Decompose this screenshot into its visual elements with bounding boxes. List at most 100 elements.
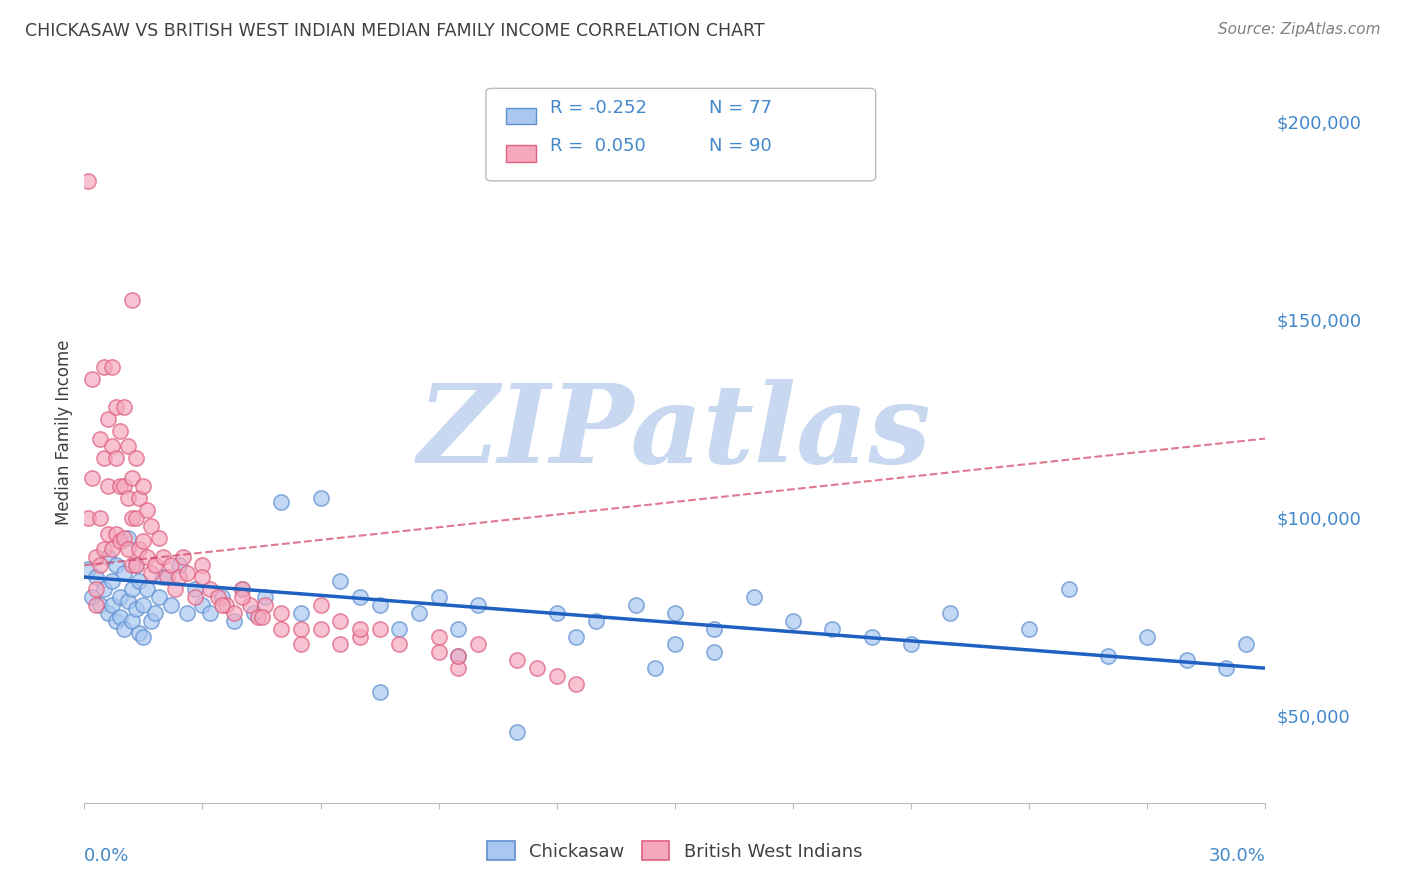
Point bbox=[231, 582, 253, 596]
Point bbox=[408, 606, 430, 620]
Point bbox=[585, 614, 607, 628]
Point bbox=[128, 542, 150, 557]
Point bbox=[152, 570, 174, 584]
Point bbox=[200, 582, 222, 596]
Point bbox=[270, 622, 292, 636]
Point bbox=[309, 598, 332, 612]
Point bbox=[128, 491, 150, 505]
Point bbox=[368, 685, 391, 699]
Point bbox=[89, 558, 111, 573]
Point bbox=[117, 440, 139, 454]
Text: 30.0%: 30.0% bbox=[1209, 847, 1265, 865]
Point bbox=[215, 598, 238, 612]
Point bbox=[900, 637, 922, 651]
Point bbox=[782, 614, 804, 628]
Point bbox=[467, 598, 489, 612]
Point bbox=[254, 598, 277, 612]
Point bbox=[97, 550, 120, 565]
Point bbox=[664, 637, 686, 651]
Point bbox=[427, 630, 450, 644]
Point bbox=[1018, 622, 1040, 636]
Point bbox=[167, 558, 190, 573]
Point bbox=[860, 630, 883, 644]
Point bbox=[309, 622, 332, 636]
Point bbox=[368, 622, 391, 636]
Point bbox=[101, 360, 124, 375]
Point bbox=[141, 614, 163, 628]
Point bbox=[163, 582, 186, 596]
Point bbox=[290, 622, 312, 636]
Point bbox=[84, 598, 107, 612]
Point bbox=[270, 495, 292, 509]
Point bbox=[121, 582, 143, 596]
Point bbox=[148, 590, 170, 604]
Point bbox=[1097, 649, 1119, 664]
Point bbox=[447, 649, 470, 664]
Point bbox=[290, 606, 312, 620]
Point bbox=[101, 598, 124, 612]
Point bbox=[191, 598, 214, 612]
Point bbox=[222, 606, 245, 620]
Point bbox=[117, 491, 139, 505]
Point bbox=[141, 566, 163, 581]
Point bbox=[703, 645, 725, 659]
Point bbox=[167, 570, 190, 584]
Point bbox=[309, 491, 332, 505]
Point bbox=[200, 606, 222, 620]
Point bbox=[82, 372, 104, 386]
Point bbox=[82, 471, 104, 485]
Point bbox=[211, 590, 233, 604]
Point bbox=[191, 558, 214, 573]
Point bbox=[506, 724, 529, 739]
Point bbox=[143, 558, 166, 573]
Point bbox=[447, 622, 470, 636]
Point bbox=[211, 598, 233, 612]
Text: ZIPatlas: ZIPatlas bbox=[418, 379, 932, 486]
Point bbox=[132, 534, 155, 549]
Point bbox=[703, 622, 725, 636]
Point bbox=[93, 451, 115, 466]
Point bbox=[124, 558, 146, 573]
Point bbox=[108, 534, 131, 549]
Point bbox=[388, 622, 411, 636]
Point bbox=[112, 622, 135, 636]
Point bbox=[526, 661, 548, 675]
Point bbox=[644, 661, 666, 675]
Point bbox=[132, 598, 155, 612]
Point bbox=[270, 606, 292, 620]
Text: R =  0.050: R = 0.050 bbox=[550, 136, 645, 154]
Text: 0.0%: 0.0% bbox=[84, 847, 129, 865]
Point bbox=[136, 550, 159, 565]
Point bbox=[152, 550, 174, 565]
Point bbox=[77, 174, 100, 188]
Point bbox=[77, 562, 100, 576]
Point bbox=[101, 542, 124, 557]
Point bbox=[112, 479, 135, 493]
Point bbox=[104, 526, 127, 541]
Point bbox=[89, 510, 111, 524]
Point bbox=[89, 432, 111, 446]
Point bbox=[148, 531, 170, 545]
Bar bbox=[506, 145, 536, 161]
Point bbox=[132, 630, 155, 644]
Text: N = 90: N = 90 bbox=[709, 136, 772, 154]
Point bbox=[143, 606, 166, 620]
Point bbox=[132, 479, 155, 493]
Point bbox=[128, 625, 150, 640]
Point bbox=[183, 582, 205, 596]
Point bbox=[176, 566, 198, 581]
Point bbox=[97, 479, 120, 493]
Point bbox=[231, 590, 253, 604]
Point bbox=[112, 566, 135, 581]
Point bbox=[329, 574, 352, 588]
Text: R = -0.252: R = -0.252 bbox=[550, 99, 647, 117]
Text: N = 77: N = 77 bbox=[709, 99, 772, 117]
Point bbox=[101, 440, 124, 454]
Point bbox=[124, 558, 146, 573]
Point bbox=[82, 590, 104, 604]
Point bbox=[1215, 661, 1237, 675]
Point bbox=[246, 609, 269, 624]
Point bbox=[124, 451, 146, 466]
Point bbox=[222, 614, 245, 628]
Point bbox=[93, 542, 115, 557]
